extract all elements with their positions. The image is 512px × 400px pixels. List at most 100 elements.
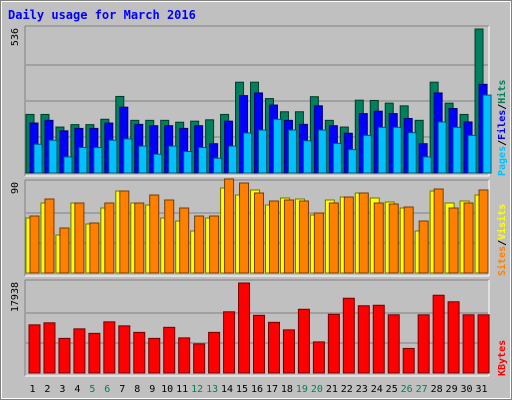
x-tick-label: 12: [191, 384, 203, 395]
bar-kbytes-day-26: [402, 347, 415, 374]
bar-sites-day-19: [298, 200, 309, 274]
axis-title: KBytes: [497, 340, 508, 376]
axis-title-part: KBytes: [497, 340, 508, 376]
x-tick-label: 10: [161, 384, 173, 395]
bar-kbytes-day-22: [342, 297, 355, 374]
bar-pages-day-19: [302, 140, 312, 174]
bar-sites-day-26: [403, 206, 414, 274]
bar-sites-day-2: [44, 198, 55, 274]
bar-sites-day-8: [134, 202, 145, 274]
bar-kbytes-day-14: [223, 311, 236, 374]
bar-sites-day-14: [224, 178, 235, 274]
x-tick-label: 20: [311, 384, 323, 395]
bar-kbytes-day-2: [43, 322, 56, 374]
x-tick-label: 23: [356, 384, 368, 395]
bar-pages-day-4: [78, 146, 88, 174]
axis-title-part: /: [497, 140, 508, 146]
bar-pages-day-23: [362, 134, 372, 174]
bar-kbytes-day-16: [253, 314, 266, 374]
x-tick-label: 30: [461, 384, 473, 395]
bar-pages-day-10: [168, 145, 178, 174]
bar-kbytes-day-17: [267, 321, 280, 374]
bar-pages-day-30: [467, 134, 477, 174]
bar-kbytes-day-6: [103, 321, 116, 374]
x-tick-label: 25: [386, 384, 398, 395]
bar-kbytes-day-18: [282, 329, 295, 374]
bar-sites-day-21: [328, 202, 339, 274]
bar-sites-day-5: [89, 222, 100, 274]
bar-kbytes-day-15: [238, 282, 251, 374]
x-tick-label: 22: [341, 384, 353, 395]
x-tick-label: 13: [206, 384, 218, 395]
bar-kbytes-day-20: [312, 341, 325, 374]
bar-kbytes-day-30: [462, 314, 475, 374]
bar-sites-day-10: [164, 199, 175, 274]
axis-title-part: Sites: [496, 246, 508, 276]
series-pages: [33, 94, 492, 174]
bar-kbytes-day-5: [88, 332, 101, 374]
bar-sites-day-25: [388, 203, 399, 274]
bar-pages-day-21: [332, 142, 342, 174]
bar-kbytes-day-7: [118, 325, 131, 374]
x-tick-label: 2: [44, 384, 50, 395]
bar-sites-day-30: [463, 202, 474, 274]
bar-sites-day-9: [149, 194, 160, 274]
bar-kbytes-day-19: [297, 308, 310, 374]
bar-kbytes-day-11: [178, 337, 191, 374]
bar-pages-day-11: [183, 151, 193, 174]
bar-sites-day-28: [433, 188, 444, 274]
bar-kbytes-day-27: [417, 314, 430, 374]
x-tick-label: 18: [281, 384, 293, 395]
bar-sites-day-1: [29, 215, 40, 274]
bar-kbytes-day-10: [163, 326, 176, 374]
x-tick-label: 9: [149, 384, 155, 395]
bar-pages-day-1: [33, 143, 43, 174]
bar-pages-day-8: [138, 145, 148, 174]
bar-pages-day-7: [123, 138, 133, 174]
bar-kbytes-day-24: [372, 304, 385, 374]
bar-pages-day-17: [272, 118, 282, 174]
bar-sites-day-13: [209, 215, 220, 274]
bar-sites-day-16: [254, 192, 265, 274]
x-tick-label: 16: [251, 384, 263, 395]
x-tick-label: 17: [266, 384, 278, 395]
bar-sites-day-12: [194, 215, 205, 274]
bar-pages-day-28: [437, 121, 447, 174]
bar-sites-day-20: [313, 212, 324, 274]
axis-title-part: /: [497, 104, 508, 110]
bar-pages-day-20: [317, 129, 327, 174]
x-tick-label: 27: [416, 384, 428, 395]
bar-sites-day-27: [418, 220, 429, 274]
x-tick-label: 14: [221, 384, 233, 395]
x-tick-label: 1: [29, 384, 35, 395]
bar-kbytes-day-9: [148, 337, 161, 374]
x-axis-ticks: 1 2 3 4 5 6 7 8 9 10 11 12 13 14 15 16 17 18 19 20 21 22 23 24 2…: [29, 384, 487, 395]
x-tick-label: 31: [475, 384, 487, 395]
x-tick-label: 8: [134, 384, 140, 395]
axis-title-part: Visits: [496, 204, 508, 240]
bar-sites-day-23: [358, 192, 369, 274]
bar-kbytes-day-13: [208, 331, 221, 374]
bar-pages-day-26: [407, 132, 417, 174]
bar-kbytes-day-4: [73, 328, 86, 374]
panel-2: 90 Sites/Visits: [10, 178, 508, 277]
x-tick-label: 21: [326, 384, 338, 395]
x-tick-label: 29: [446, 384, 458, 395]
bar-pages-day-5: [93, 146, 103, 174]
bar-kbytes-day-1: [28, 324, 41, 374]
bar-kbytes-day-21: [327, 313, 340, 374]
bar-pages-day-3: [63, 156, 73, 174]
bar-pages-day-6: [108, 139, 118, 174]
axis-title: Sites/Visits: [496, 204, 508, 276]
y-max-label: 17938: [10, 282, 21, 312]
bar-pages-day-27: [422, 156, 432, 174]
axis-title-part: Hits: [496, 80, 508, 104]
axis-title-part: /: [497, 240, 508, 246]
x-tick-label: 5: [89, 384, 95, 395]
x-tick-label: 19: [296, 384, 308, 395]
